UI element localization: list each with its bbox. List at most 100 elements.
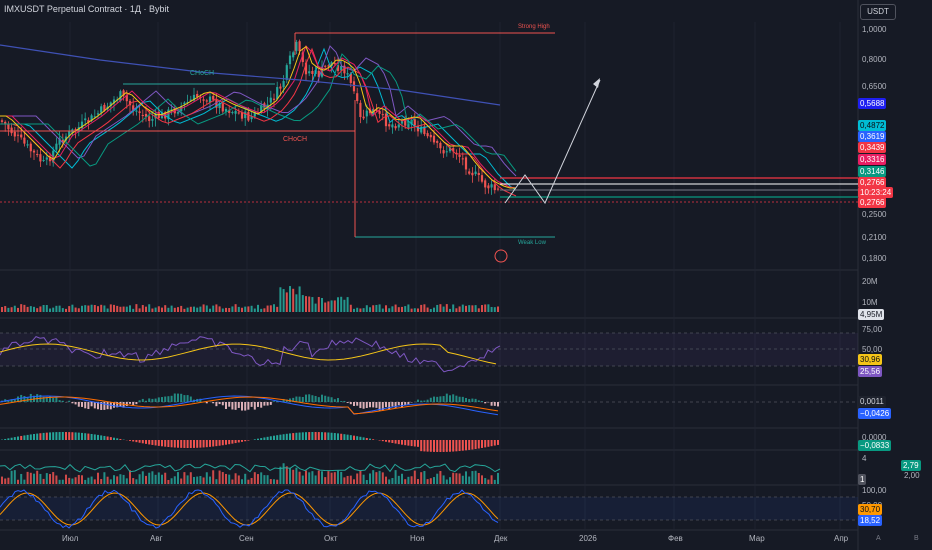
log-scale-toggle[interactable]: B (914, 535, 919, 542)
ao-bar (45, 432, 48, 440)
symbol-title[interactable]: IMXUSDT Perpetual Contract · 1Д · Bybit (4, 4, 169, 14)
ratio-bar (103, 472, 106, 484)
macd-histogram-bar (330, 397, 333, 402)
volume-bar (61, 308, 64, 312)
price-candle (93, 116, 96, 118)
macd-histogram-bar (471, 398, 474, 402)
price-candle (132, 105, 135, 110)
ao-bar (186, 440, 189, 448)
ratio-bar (33, 473, 35, 484)
macd-histogram-bar (282, 398, 285, 402)
ratio-bar (100, 479, 103, 484)
volume-bar (87, 305, 90, 312)
auto-scale-toggle[interactable]: A (876, 535, 881, 542)
macd-histogram-bar (132, 402, 135, 406)
ao-bar (247, 440, 250, 441)
volume-label: 4,95M (858, 309, 885, 320)
ratio-bar (385, 476, 387, 484)
macd-histogram-bar (369, 402, 371, 408)
price-candle (212, 95, 215, 100)
volume-bar (273, 304, 275, 312)
ratio-bar (465, 471, 467, 484)
price-candle (151, 119, 154, 121)
macd-histogram-bar (154, 398, 157, 402)
volume-bar (180, 305, 183, 312)
macd-histogram-bar (23, 395, 26, 402)
ratio-bar (36, 470, 39, 484)
ratio-bar (426, 479, 429, 484)
price-candle (186, 102, 189, 104)
ao-bar (68, 432, 71, 440)
ratio-bar (90, 476, 93, 484)
ratio-bar (151, 471, 154, 484)
volume-bar (340, 296, 343, 312)
ratio-bar (93, 479, 96, 484)
ratio-bar (148, 472, 151, 484)
volume-bar (289, 286, 291, 312)
ratio-bar (97, 472, 99, 484)
ratio-bar (458, 473, 461, 484)
price-candle (458, 155, 461, 157)
macd-histogram-bar (449, 395, 451, 402)
stoch-tick: 100,00 (862, 486, 887, 495)
volume-bar (481, 305, 483, 312)
ao-bar (324, 432, 327, 440)
currency-button[interactable]: USDT (860, 4, 896, 20)
ao-bar (381, 440, 384, 442)
ao-bar (356, 436, 359, 440)
ratio-bar (305, 470, 307, 484)
volume-bar (397, 307, 400, 312)
volume-bar (247, 306, 250, 312)
volume-bar (164, 305, 167, 312)
volume-bar (218, 306, 221, 312)
ratio-bar (218, 470, 221, 484)
volume-bar (365, 305, 368, 312)
volume-bar (36, 308, 39, 312)
projection-arrow-head (593, 78, 600, 88)
volume-bar (372, 305, 375, 312)
ratio-bar (378, 470, 381, 484)
ratio-bar (314, 475, 317, 484)
price-candle (196, 93, 199, 98)
macd-histogram-bar (269, 402, 272, 405)
volume-bar (493, 307, 496, 312)
ao-bar (266, 436, 269, 440)
ao-bar (301, 432, 304, 440)
volume-bar (20, 304, 23, 312)
volume-bar (234, 304, 237, 312)
volume-bar (65, 308, 67, 312)
macd-histogram-bar (55, 396, 58, 402)
price-candle (112, 99, 116, 104)
price-candle (496, 188, 500, 190)
volume-bar (353, 308, 355, 312)
macd-histogram-bar (167, 396, 170, 402)
price-candle (244, 111, 247, 119)
price-candle (80, 121, 84, 129)
volume-bar (433, 307, 435, 312)
ratio-bar (423, 471, 426, 484)
ratio-bar (410, 476, 413, 484)
macd-histogram-bar (7, 400, 10, 402)
price-candle (333, 63, 336, 65)
ratio-bar (439, 470, 442, 484)
macd-histogram-bar (276, 401, 279, 402)
macd-histogram-bar (301, 397, 304, 402)
macd-histogram-bar (439, 396, 442, 402)
price-tick: 0,6500 (862, 82, 887, 91)
ao-bar (471, 440, 474, 450)
volume-bar (266, 305, 269, 312)
volume-bar (413, 308, 416, 312)
price-label: 0,3146 (858, 166, 887, 177)
volume-bar (237, 306, 240, 312)
ao-bar (289, 433, 291, 440)
time-tick: Ноя (410, 534, 425, 543)
ratio-bar (45, 473, 48, 484)
ao-bar (180, 440, 183, 448)
ratio-bar (196, 476, 199, 484)
price-candle (228, 109, 231, 113)
ao-bar (97, 434, 99, 440)
ao-bar (474, 440, 477, 450)
ratio-label: 2,79 (901, 460, 921, 471)
ao-bar (218, 440, 221, 446)
